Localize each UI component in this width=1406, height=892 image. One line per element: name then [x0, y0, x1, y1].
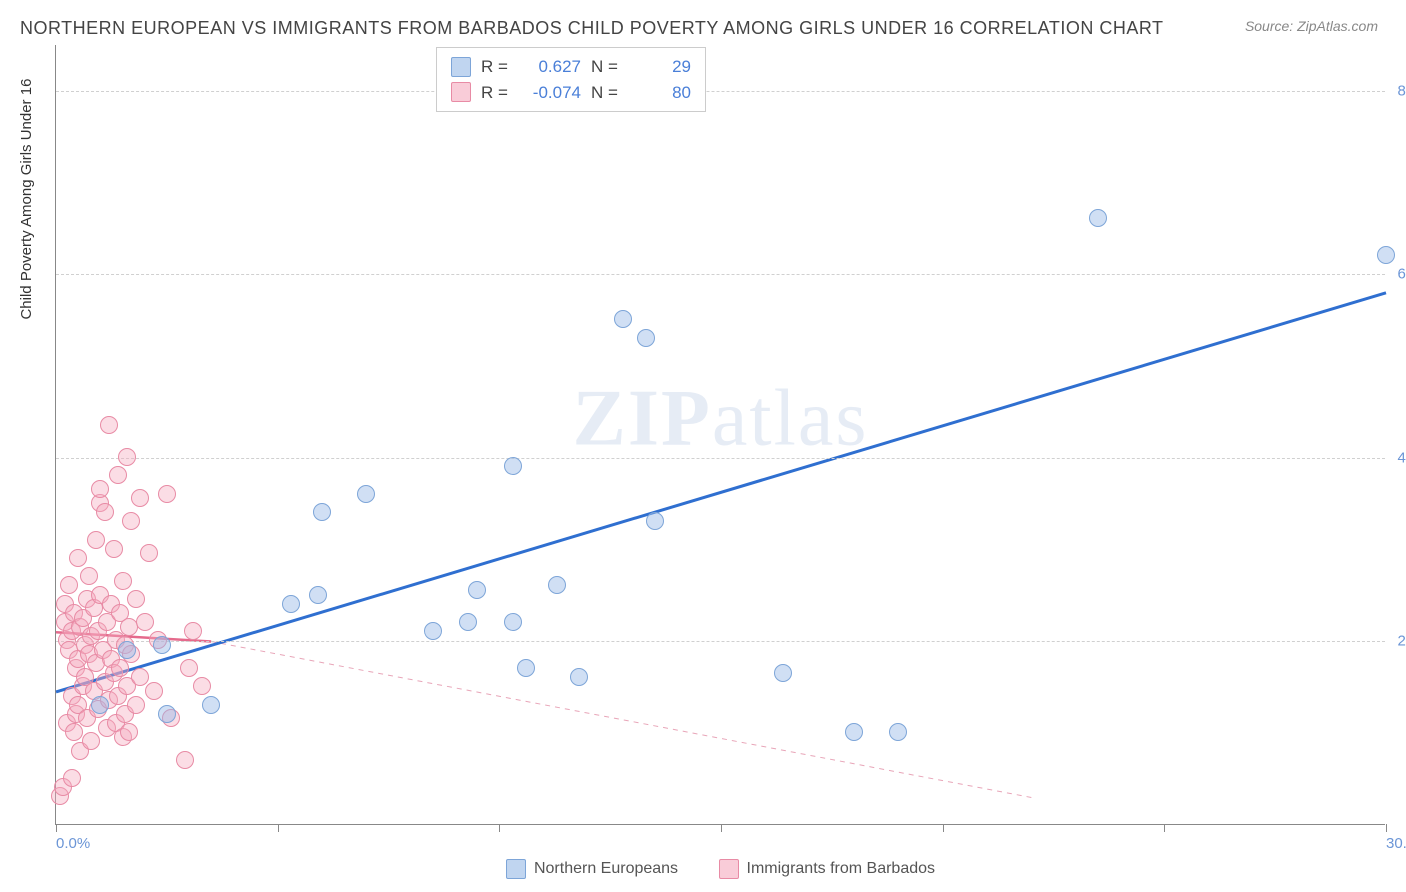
- data-point-blue: [774, 664, 792, 682]
- x-tick-label: 30.0%: [1386, 835, 1406, 852]
- data-point-pink: [184, 622, 202, 640]
- data-point-blue: [309, 586, 327, 604]
- data-point-pink: [180, 659, 198, 677]
- y-tick-label: 40.0%: [1397, 449, 1406, 466]
- data-point-blue: [570, 668, 588, 686]
- n-label: N =: [591, 80, 621, 106]
- y-axis-title: Child Poverty Among Girls Under 16: [18, 79, 35, 320]
- data-point-pink: [140, 544, 158, 562]
- data-point-blue: [646, 512, 664, 530]
- data-point-pink: [91, 480, 109, 498]
- data-point-pink: [82, 732, 100, 750]
- data-point-blue: [313, 503, 331, 521]
- data-point-blue: [282, 595, 300, 613]
- n-label: N =: [591, 54, 621, 80]
- x-tick: [278, 824, 279, 832]
- data-point-pink: [118, 448, 136, 466]
- y-tick-label: 80.0%: [1397, 82, 1406, 99]
- legend-row-pink: R = -0.074 N = 80: [451, 80, 691, 106]
- chart-title: NORTHERN EUROPEAN VS IMMIGRANTS FROM BAR…: [20, 18, 1164, 39]
- data-point-blue: [889, 723, 907, 741]
- n-value-pink: 80: [631, 80, 691, 106]
- trend-line: [211, 641, 1031, 797]
- trend-line: [56, 293, 1386, 692]
- x-tick: [1164, 824, 1165, 832]
- data-point-blue: [91, 696, 109, 714]
- data-point-pink: [105, 540, 123, 558]
- data-point-blue: [118, 641, 136, 659]
- gridline-h: [56, 274, 1385, 275]
- source-attribution: Source: ZipAtlas.com: [1245, 18, 1378, 34]
- data-point-blue: [517, 659, 535, 677]
- r-value-blue: 0.627: [521, 54, 581, 80]
- correlation-legend: R = 0.627 N = 29 R = -0.074 N = 80: [436, 47, 706, 112]
- data-point-pink: [131, 489, 149, 507]
- data-point-blue: [468, 581, 486, 599]
- y-tick-label: 60.0%: [1397, 266, 1406, 283]
- data-point-blue: [202, 696, 220, 714]
- data-point-blue: [504, 613, 522, 631]
- series-legend: Northern Europeans Immigrants from Barba…: [55, 859, 1386, 884]
- data-point-pink: [120, 723, 138, 741]
- data-point-pink: [145, 682, 163, 700]
- legend-row-blue: R = 0.627 N = 29: [451, 54, 691, 80]
- r-label: R =: [481, 80, 511, 106]
- data-point-blue: [614, 310, 632, 328]
- x-tick: [721, 824, 722, 832]
- data-point-blue: [637, 329, 655, 347]
- data-point-blue: [459, 613, 477, 631]
- data-point-blue: [158, 705, 176, 723]
- x-tick: [943, 824, 944, 832]
- gridline-h: [56, 458, 1385, 459]
- data-point-pink: [136, 613, 154, 631]
- data-point-blue: [153, 636, 171, 654]
- data-point-pink: [69, 549, 87, 567]
- gridline-h: [56, 91, 1385, 92]
- data-point-pink: [114, 572, 132, 590]
- data-point-pink: [127, 696, 145, 714]
- data-point-blue: [1377, 246, 1395, 264]
- data-point-pink: [193, 677, 211, 695]
- data-point-pink: [176, 751, 194, 769]
- x-tick-label: 0.0%: [56, 835, 90, 852]
- data-point-blue: [1089, 209, 1107, 227]
- data-point-blue: [845, 723, 863, 741]
- r-label: R =: [481, 54, 511, 80]
- x-tick: [56, 824, 57, 832]
- data-point-pink: [60, 576, 78, 594]
- legend-label-blue: Northern Europeans: [534, 860, 678, 878]
- swatch-blue: [451, 57, 471, 77]
- plot-area: R = 0.627 N = 29 R = -0.074 N = 80 ZIPat…: [55, 45, 1385, 825]
- data-point-blue: [504, 457, 522, 475]
- x-tick: [499, 824, 500, 832]
- data-point-blue: [424, 622, 442, 640]
- legend-item-blue: Northern Europeans: [506, 859, 678, 879]
- swatch-pink: [451, 82, 471, 102]
- data-point-blue: [548, 576, 566, 594]
- legend-label-pink: Immigrants from Barbados: [747, 860, 936, 878]
- data-point-pink: [87, 531, 105, 549]
- trend-lines-svg: [56, 45, 1385, 824]
- data-point-pink: [96, 503, 114, 521]
- data-point-pink: [158, 485, 176, 503]
- n-value-blue: 29: [631, 54, 691, 80]
- gridline-h: [56, 641, 1385, 642]
- data-point-pink: [127, 590, 145, 608]
- swatch-blue: [506, 859, 526, 879]
- data-point-pink: [80, 567, 98, 585]
- r-value-pink: -0.074: [521, 80, 581, 106]
- data-point-pink: [63, 769, 81, 787]
- x-tick: [1386, 824, 1387, 832]
- legend-item-pink: Immigrants from Barbados: [719, 859, 936, 879]
- data-point-pink: [109, 466, 127, 484]
- swatch-pink: [719, 859, 739, 879]
- data-point-blue: [357, 485, 375, 503]
- data-point-pink: [65, 723, 83, 741]
- data-point-pink: [122, 512, 140, 530]
- y-tick-label: 20.0%: [1397, 633, 1406, 650]
- data-point-pink: [100, 416, 118, 434]
